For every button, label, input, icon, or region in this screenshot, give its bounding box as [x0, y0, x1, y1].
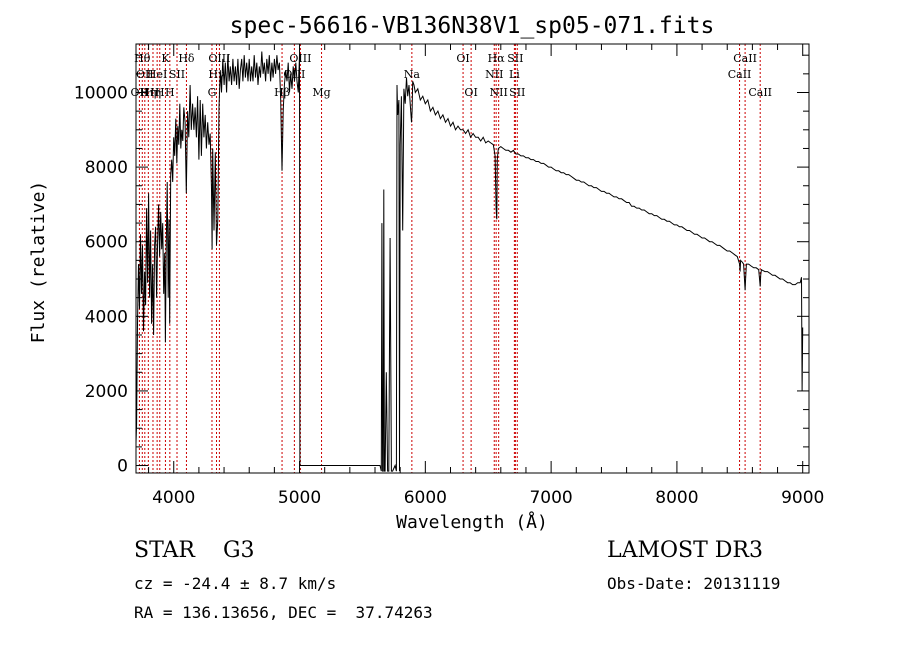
y-tick-label-4: 8000: [85, 158, 128, 178]
line-label-6: H: [155, 86, 165, 99]
line-labels: OIIHθOIIHηHηHeIHKHSIIHδGHγOIIIHβOIIIOIII…: [131, 52, 772, 99]
x-tick-label-2: 6000: [404, 488, 447, 508]
line-label-27: CaII: [728, 68, 752, 81]
line-label-22: Hα: [488, 52, 506, 65]
line-label-11: G: [208, 86, 217, 99]
y-tick-label-5: 10000: [74, 83, 128, 103]
chart-title: spec-56616-VB136N38V1_sp05-071.fits: [230, 13, 715, 39]
object-class: STAR G3: [134, 538, 255, 563]
line-label-9: SII: [169, 68, 185, 81]
x-tick-label-5: 9000: [781, 488, 824, 508]
x-axis: 4000 5000 6000 7000 8000 9000: [148, 44, 824, 508]
line-label-19: OI: [456, 52, 469, 65]
flux-series-line: [135, 51, 804, 472]
line-label-8: H: [165, 86, 175, 99]
x-tick-label-4: 8000: [655, 488, 698, 508]
line-label-29: CaII: [748, 86, 772, 99]
line-label-18: Na: [404, 68, 421, 81]
y-tick-label-1: 2000: [85, 382, 128, 402]
line-label-17: Mg: [312, 86, 330, 99]
line-label-16: OIII: [289, 52, 311, 65]
coordinates: RA = 136.13656, DEC = 37.74263: [134, 603, 433, 622]
y-axis-label: Flux (relative): [28, 181, 49, 344]
line-label-28: CaII: [733, 52, 757, 65]
x-tick-label-0: 4000: [152, 488, 195, 508]
line-label-5: HeI: [147, 68, 167, 81]
x-tick-label-1: 5000: [278, 488, 321, 508]
y-axis: 0 2000 4000 6000 8000 10000: [74, 54, 809, 477]
line-label-7: K: [161, 52, 170, 65]
line-label-15: OIII: [283, 68, 305, 81]
survey-name: LAMOST DR3: [607, 538, 763, 563]
line-label-4: Hη: [145, 86, 161, 99]
line-label-2: OII: [136, 68, 154, 81]
obs-date: Obs-Date: 20131119: [607, 574, 781, 593]
y-tick-label-3: 6000: [85, 233, 128, 253]
line-label-12: Hγ: [208, 68, 225, 81]
x-tick-label-3: 7000: [529, 488, 572, 508]
line-label-14: Hβ: [274, 86, 290, 99]
redshift-cz: cz = -24.4 ± 8.7 km/s: [134, 574, 337, 593]
line-label-10: Hδ: [178, 52, 195, 65]
x-axis-label: Wavelength (Å): [396, 511, 548, 533]
line-label-13: OIII: [208, 52, 230, 65]
line-label-0: OII: [131, 86, 149, 99]
plot-frame: [135, 43, 810, 474]
line-label-26: SII: [509, 86, 525, 99]
y-tick-label-0: 0: [117, 457, 128, 477]
line-label-23: NII: [490, 86, 508, 99]
line-label-20: OI: [464, 86, 477, 99]
line-label-21: NII: [485, 68, 503, 81]
line-label-24: Li: [509, 68, 520, 81]
line-label-1: Hθ: [134, 52, 151, 65]
line-label-3: Hη: [140, 86, 156, 99]
y-tick-label-2: 4000: [85, 307, 128, 327]
line-markers: [138, 44, 761, 473]
line-label-25: SII: [507, 52, 523, 65]
